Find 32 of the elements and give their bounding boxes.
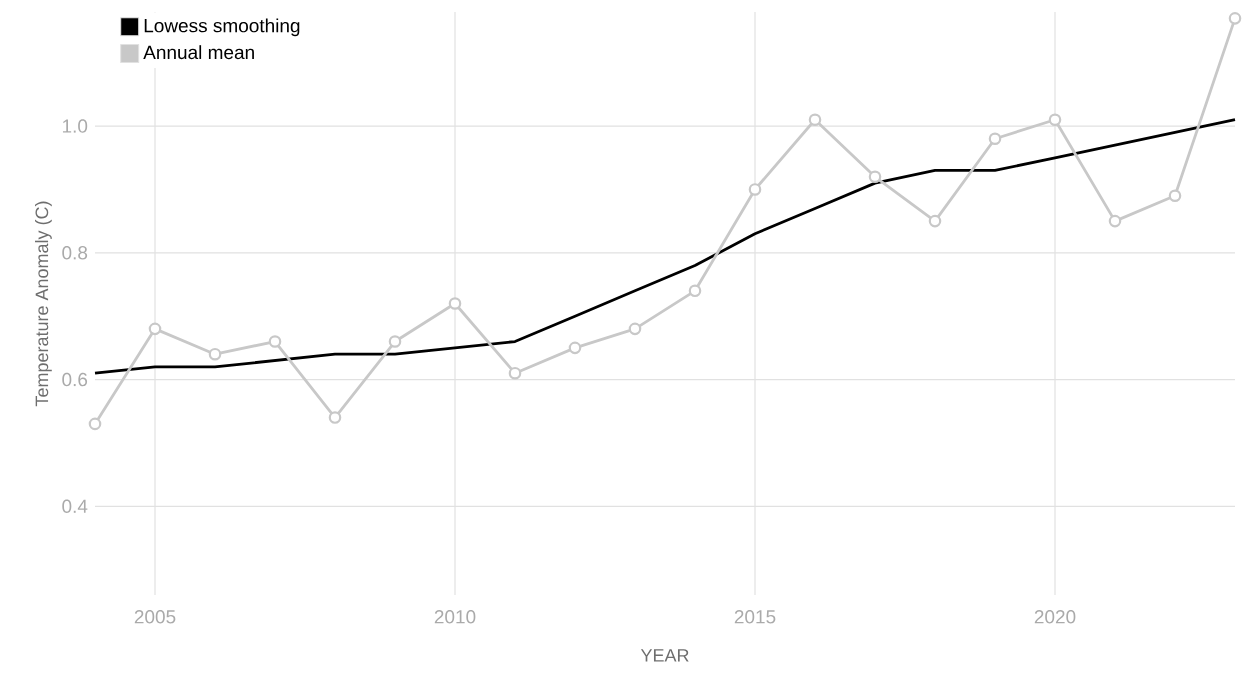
- x-tick-label: 2010: [434, 610, 476, 624]
- legend-label: Lowess smoothing: [144, 18, 300, 37]
- point: [568, 341, 582, 355]
- point: [808, 113, 822, 127]
- x-axis-title: YEAR: [640, 649, 689, 662]
- point: [868, 170, 882, 184]
- point: [628, 322, 642, 336]
- point: [268, 335, 282, 348]
- point: [988, 132, 1002, 146]
- point: [448, 297, 462, 310]
- point: [208, 347, 222, 361]
- point: [1228, 12, 1242, 25]
- y-tick-label: 0.4: [62, 499, 88, 513]
- x-tick-label: 2015: [734, 610, 776, 624]
- point: [1108, 214, 1122, 228]
- point: [388, 335, 402, 348]
- point: [328, 411, 342, 424]
- point: [88, 417, 102, 431]
- point: [508, 366, 522, 380]
- point: [688, 284, 702, 298]
- y-tick-label: 0.6: [62, 372, 88, 387]
- y-axis-title: Temperature Anomaly (C): [35, 201, 52, 407]
- point: [1048, 113, 1062, 127]
- y-tick-label: 1.0: [62, 119, 88, 133]
- point: [1168, 189, 1182, 203]
- point: [148, 322, 162, 336]
- y-tick-label: 0.8: [62, 246, 88, 260]
- x-tick-label: 2005: [134, 610, 176, 624]
- point: [928, 214, 942, 228]
- legend-label: Annual mean: [143, 45, 254, 60]
- point: [748, 183, 762, 196]
- x-tick-label: 2020: [1034, 610, 1076, 624]
